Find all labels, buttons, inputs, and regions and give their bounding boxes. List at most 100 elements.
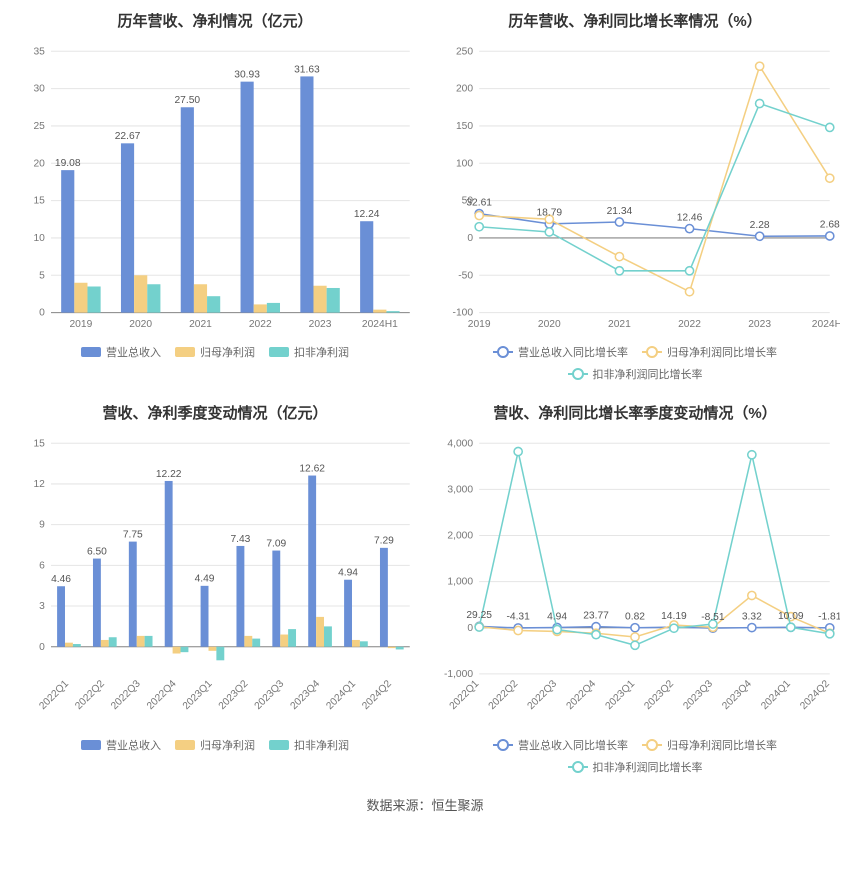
legend-label: 营业总收入同比增长率 <box>518 344 628 360</box>
svg-text:2023Q4: 2023Q4 <box>720 679 754 713</box>
chart1-panel: 历年营收、净利情况（亿元） 0510152025303519.0822.6727… <box>10 10 420 382</box>
svg-text:2024Q1: 2024Q1 <box>759 679 793 713</box>
svg-text:31.63: 31.63 <box>294 64 320 75</box>
legend-item: 归母净利润 <box>175 344 255 360</box>
legend-swatch <box>493 744 513 746</box>
svg-text:0: 0 <box>467 233 473 244</box>
svg-text:12.22: 12.22 <box>156 469 182 480</box>
legend-label: 归母净利润 <box>200 344 255 360</box>
svg-text:2.28: 2.28 <box>750 220 770 231</box>
legend-label: 扣非净利润 <box>294 344 349 360</box>
legend-item: 营业总收入同比增长率 <box>493 344 628 360</box>
legend-item: 营业总收入同比增长率 <box>493 737 628 753</box>
svg-text:2024H1: 2024H1 <box>362 319 398 330</box>
svg-text:7.75: 7.75 <box>123 530 143 541</box>
svg-text:250: 250 <box>456 46 473 57</box>
chart2-legend: 营业总收入同比增长率 归母净利润同比增长率扣非净利润同比增长率 <box>430 344 840 382</box>
legend-item: 归母净利润同比增长率 <box>642 737 777 753</box>
svg-text:-4.31: -4.31 <box>506 612 530 623</box>
svg-text:27.50: 27.50 <box>174 95 200 106</box>
chart2-svg: -100-5005010015020025032.6118.7921.3412.… <box>430 41 840 338</box>
svg-text:23.77: 23.77 <box>583 611 609 622</box>
svg-text:2024Q2: 2024Q2 <box>360 679 394 713</box>
legend-swatch <box>269 740 289 750</box>
chart1-title: 历年营收、净利情况（亿元） <box>117 10 312 31</box>
legend-swatch <box>175 740 195 750</box>
svg-text:-100: -100 <box>453 308 474 319</box>
svg-text:30.93: 30.93 <box>234 70 260 81</box>
legend-swatch <box>175 347 195 357</box>
svg-text:2023Q3: 2023Q3 <box>681 679 715 713</box>
svg-text:4.94: 4.94 <box>547 612 567 623</box>
svg-text:19.08: 19.08 <box>55 158 81 169</box>
svg-text:9: 9 <box>39 520 45 531</box>
legend-item: 归母净利润同比增长率 <box>642 344 777 360</box>
svg-text:4.94: 4.94 <box>338 568 358 579</box>
svg-text:18.79: 18.79 <box>536 208 562 219</box>
chart4-svg: -1,00001,0002,0003,0004,00029.25-4.314.9… <box>430 433 840 730</box>
svg-text:14.19: 14.19 <box>661 611 687 622</box>
chart3-svg: 036912154.466.507.7512.224.497.437.0912.… <box>10 433 420 730</box>
svg-text:21.34: 21.34 <box>607 206 633 217</box>
svg-text:4,000: 4,000 <box>447 439 473 450</box>
svg-text:2023Q4: 2023Q4 <box>289 679 323 713</box>
legend-item: 扣非净利润 <box>269 344 349 360</box>
svg-text:0: 0 <box>467 623 473 634</box>
footer-text: 数据来源：恒生聚源 <box>10 795 840 814</box>
svg-text:12.24: 12.24 <box>354 209 380 220</box>
legend-item: 营业总收入 <box>81 344 161 360</box>
svg-text:2022: 2022 <box>249 319 272 330</box>
svg-text:2023Q2: 2023Q2 <box>217 679 251 713</box>
chart3-panel: 营收、净利季度变动情况（亿元） 036912154.466.507.7512.2… <box>10 402 420 774</box>
svg-text:2022Q2: 2022Q2 <box>487 679 521 713</box>
svg-text:2019: 2019 <box>69 319 92 330</box>
svg-text:2024H1: 2024H1 <box>812 319 840 330</box>
legend-item: 扣非净利润同比增长率 <box>568 759 703 775</box>
svg-text:35: 35 <box>33 46 45 57</box>
svg-text:2022Q3: 2022Q3 <box>526 679 560 713</box>
svg-text:2022: 2022 <box>678 319 701 330</box>
chart4-panel: 营收、净利同比增长率季度变动情况（%） -1,00001,0002,0003,0… <box>430 402 840 774</box>
charts-grid: 历年营收、净利情况（亿元） 0510152025303519.0822.6727… <box>10 10 840 775</box>
legend-swatch <box>493 351 513 353</box>
svg-text:2023Q3: 2023Q3 <box>253 679 287 713</box>
svg-text:6.50: 6.50 <box>87 547 107 558</box>
svg-text:2021: 2021 <box>608 319 631 330</box>
svg-text:2022Q4: 2022Q4 <box>565 679 599 713</box>
svg-text:7.09: 7.09 <box>266 539 286 550</box>
legend-label: 扣非净利润同比增长率 <box>593 366 703 382</box>
svg-text:6: 6 <box>39 561 45 572</box>
chart4-legend: 营业总收入同比增长率归母净利润同比增长率扣非净利润同比增长率 <box>430 737 840 775</box>
svg-text:2021: 2021 <box>189 319 212 330</box>
svg-text:0: 0 <box>39 642 45 653</box>
chart2-title: 历年营收、净利同比增长率情况（%） <box>508 10 761 31</box>
svg-text:5: 5 <box>39 270 45 281</box>
legend-label: 归母净利润 <box>200 737 255 753</box>
chart3-title: 营收、净利季度变动情况（亿元） <box>102 402 327 423</box>
svg-text:2.68: 2.68 <box>820 220 840 231</box>
chart1-svg: 0510152025303519.0822.6727.5030.9331.631… <box>10 41 420 338</box>
svg-text:200: 200 <box>456 84 473 95</box>
legend-label: 营业总收入 <box>106 737 161 753</box>
legend-label: 扣非净利润 <box>294 737 349 753</box>
svg-text:-1,000: -1,000 <box>444 669 473 680</box>
chart4-title: 营收、净利同比增长率季度变动情况（%） <box>493 402 776 423</box>
svg-text:2023: 2023 <box>309 319 332 330</box>
svg-text:100: 100 <box>456 158 473 169</box>
svg-text:22.67: 22.67 <box>115 131 141 142</box>
svg-text:4.46: 4.46 <box>51 574 71 585</box>
legend-item: 扣非净利润 <box>269 737 349 753</box>
legend-label: 归母净利润同比增长率 <box>667 344 777 360</box>
svg-text:15: 15 <box>33 196 45 207</box>
svg-text:2024Q2: 2024Q2 <box>798 679 832 713</box>
svg-text:2022Q1: 2022Q1 <box>37 679 71 713</box>
svg-text:2,000: 2,000 <box>447 531 473 542</box>
svg-text:4.49: 4.49 <box>195 574 215 585</box>
chart1-legend: 营业总收入 归母净利润 扣非净利润 <box>61 344 369 360</box>
svg-text:15: 15 <box>33 439 45 450</box>
svg-text:2019: 2019 <box>468 319 491 330</box>
legend-swatch <box>642 351 662 353</box>
svg-text:25: 25 <box>33 121 45 132</box>
svg-text:2022Q2: 2022Q2 <box>73 679 107 713</box>
svg-text:2020: 2020 <box>538 319 561 330</box>
